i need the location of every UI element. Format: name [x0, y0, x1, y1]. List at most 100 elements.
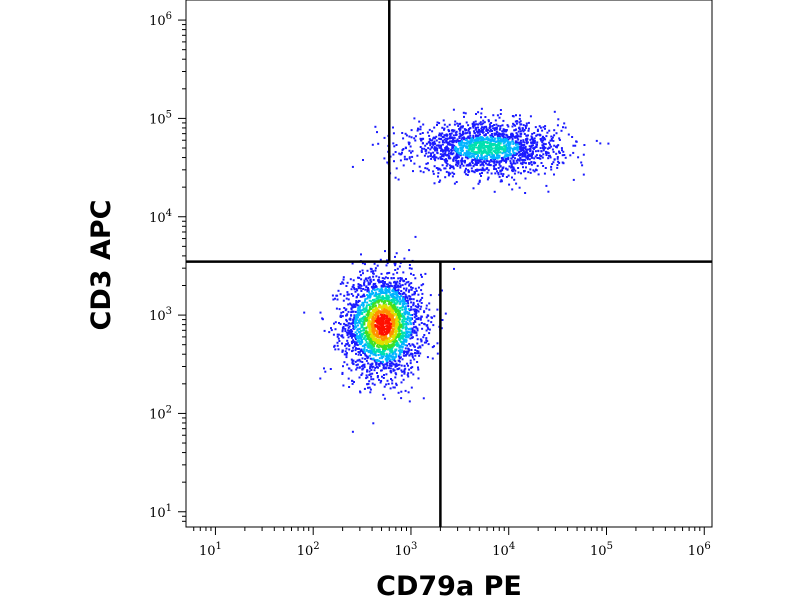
event-dot	[473, 163, 476, 166]
event-dot	[432, 324, 435, 327]
event-dot	[341, 281, 344, 284]
event-dot	[397, 178, 400, 181]
event-dot	[323, 367, 325, 370]
event-dot	[531, 151, 534, 154]
event-dot	[335, 307, 338, 310]
event-dot	[480, 140, 483, 143]
event-dot	[512, 115, 515, 118]
event-dot	[402, 323, 404, 326]
event-dot	[395, 384, 398, 387]
event-dot	[379, 318, 382, 321]
event-dot	[331, 294, 334, 297]
event-dot	[373, 289, 376, 292]
event-dot	[376, 332, 379, 335]
event-dot	[355, 325, 358, 328]
event-dot	[509, 160, 512, 163]
event-dot	[469, 143, 472, 146]
event-dot	[421, 292, 424, 295]
event-dot	[476, 168, 479, 171]
event-dot	[383, 374, 385, 376]
event-dot	[395, 329, 397, 332]
event-dot	[372, 348, 375, 351]
event-dot	[367, 382, 370, 385]
event-dot	[513, 172, 516, 175]
event-dot	[363, 329, 366, 332]
event-dot	[502, 166, 505, 169]
event-dot	[493, 129, 496, 132]
event-dot	[365, 359, 368, 362]
event-dot	[417, 352, 419, 355]
event-dot	[366, 369, 369, 372]
event-dot	[430, 321, 433, 324]
event-dot	[498, 128, 501, 131]
event-dot	[443, 128, 445, 131]
event-dot	[395, 307, 398, 310]
event-dot	[417, 286, 420, 289]
event-dot	[416, 327, 419, 330]
event-dot	[506, 142, 509, 145]
event-dot	[404, 335, 407, 338]
event-dot	[387, 340, 390, 343]
event-dot	[485, 129, 488, 132]
event-dot	[362, 333, 365, 336]
event-dot	[415, 334, 418, 337]
event-dot	[489, 155, 492, 158]
event-dot	[396, 280, 399, 283]
event-dot	[489, 129, 492, 132]
event-dot	[430, 152, 432, 155]
event-dot	[360, 332, 363, 335]
event-dot	[399, 356, 402, 359]
event-dot	[368, 308, 371, 311]
event-dot	[437, 157, 440, 160]
event-dot	[386, 322, 389, 325]
event-dot	[377, 354, 380, 356]
event-dot	[344, 344, 347, 347]
event-dot	[404, 344, 407, 347]
event-dot	[373, 347, 376, 350]
event-dot	[403, 303, 406, 306]
event-dot	[352, 303, 355, 306]
event-dot	[384, 349, 387, 352]
y-tick-label: 103	[149, 306, 172, 324]
event-dot	[455, 163, 457, 166]
event-dot	[452, 165, 455, 168]
event-dot	[515, 143, 517, 146]
event-dot	[498, 162, 501, 165]
event-dot	[362, 363, 365, 366]
event-dot	[448, 130, 451, 133]
event-dot	[367, 287, 369, 289]
event-dot	[386, 317, 389, 320]
event-dot	[357, 359, 360, 362]
event-dot	[338, 322, 340, 324]
event-dot	[381, 326, 384, 329]
event-dot	[342, 325, 345, 328]
event-dot	[380, 285, 383, 288]
x-tick-label: 106	[688, 541, 711, 559]
event-dot	[500, 133, 503, 136]
event-dot	[341, 329, 344, 332]
event-dot	[376, 315, 379, 318]
event-dot	[417, 305, 420, 307]
event-dot	[387, 315, 390, 318]
event-dot	[373, 332, 375, 335]
event-dot	[384, 285, 387, 288]
event-dot	[488, 148, 491, 151]
event-dot	[482, 131, 484, 134]
event-dot	[398, 353, 401, 356]
event-dot	[443, 158, 446, 161]
event-dot	[374, 269, 377, 272]
event-dot	[401, 349, 404, 352]
event-dot	[402, 148, 405, 150]
event-dot	[418, 323, 421, 326]
event-dot	[383, 282, 386, 285]
event-dot	[362, 301, 365, 304]
event-dot	[363, 366, 366, 368]
event-dot	[342, 336, 345, 339]
event-dot	[514, 162, 517, 165]
event-dot	[364, 343, 367, 346]
event-dot	[414, 292, 416, 295]
event-dot	[464, 145, 467, 148]
event-dot	[531, 132, 534, 135]
event-dot	[397, 316, 400, 319]
event-dot	[488, 153, 491, 156]
